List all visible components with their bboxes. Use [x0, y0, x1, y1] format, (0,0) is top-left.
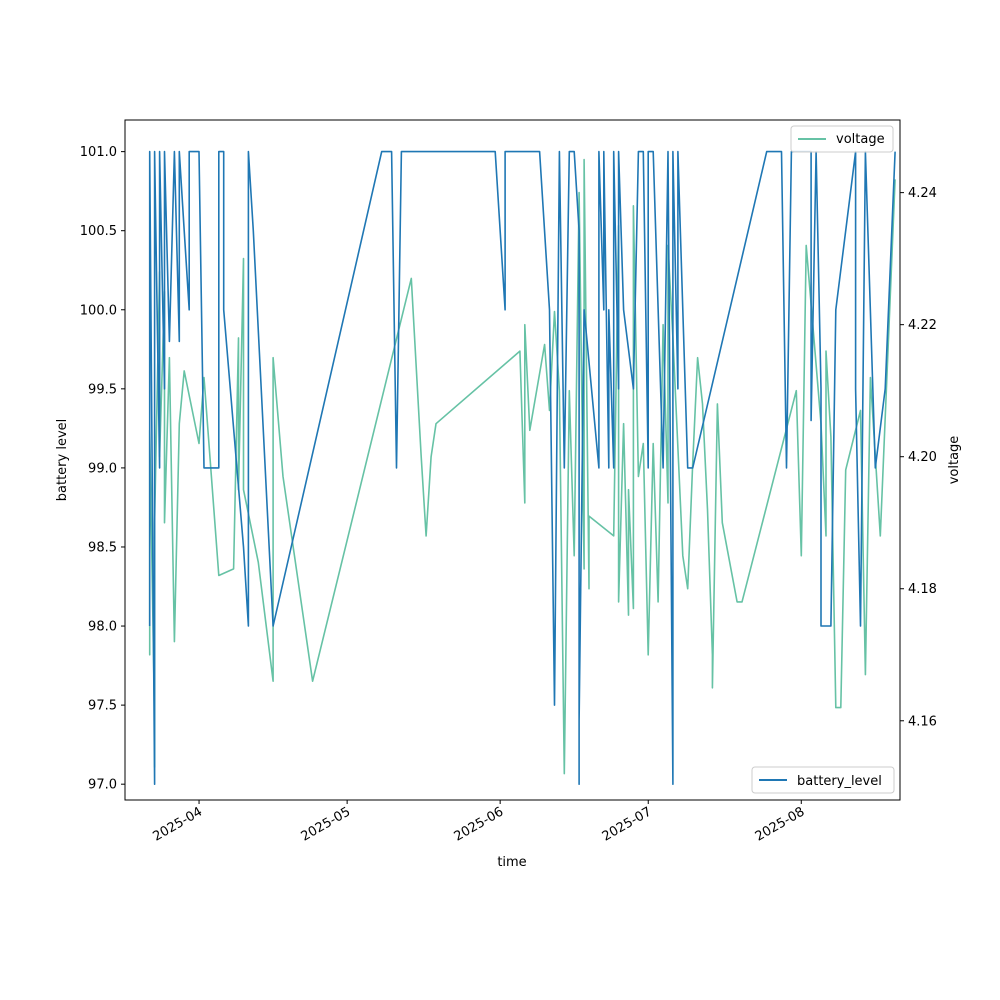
y-axis-right-label: voltage — [947, 436, 962, 485]
y-left-tick-label-98-5: 98.5 — [88, 540, 117, 555]
y-left-tick-label-98-0: 98.0 — [88, 620, 117, 635]
plot-frame — [124, 119, 901, 801]
y-left-tick-label-99-5: 99.5 — [88, 382, 117, 397]
series-line-battery-level — [148, 150, 896, 786]
y-left-tick-label-97-0: 97.0 — [88, 778, 117, 793]
legend-battery-level: battery_level — [751, 766, 895, 794]
y-right-tick-label-4-24: 4.24 — [908, 186, 937, 201]
y-axis-left: 97.0 97.5 98.0 98.5 99.0 99.5 100.0 100.5 101.0 — [80, 145, 125, 793]
y-left-tick-label-99-0: 99.0 — [88, 461, 117, 476]
y-left-tick-label-101-0: 101.0 — [80, 145, 117, 160]
legend-voltage-label: voltage — [836, 132, 885, 147]
legend-voltage-box — [790, 125, 894, 153]
x-axis-label: time — [497, 855, 526, 870]
y-right-tick-label-4-18: 4.18 — [908, 582, 937, 597]
y-right-tick-label-4-16: 4.16 — [908, 714, 937, 729]
legend-voltage: voltage — [790, 125, 894, 153]
y-right-tick-label-4-20: 4.20 — [908, 450, 937, 465]
legend-battery-level-label: battery_level — [797, 774, 882, 789]
plot-area — [125, 120, 900, 800]
y-right-tick-label-4-22: 4.22 — [908, 318, 937, 333]
y-left-tick-label-100-0: 100.0 — [80, 303, 117, 318]
legend-battery-level-box — [751, 766, 895, 794]
y-left-tick-label-100-5: 100.5 — [80, 224, 117, 239]
y-left-tick-label-97-5: 97.5 — [88, 699, 117, 714]
y-axis-left-label: battery level — [55, 419, 70, 502]
series-layer — [148, 150, 896, 786]
y-axis-right: 4.16 4.18 4.20 4.22 4.24 — [900, 186, 937, 729]
series-line-voltage — [148, 158, 896, 775]
